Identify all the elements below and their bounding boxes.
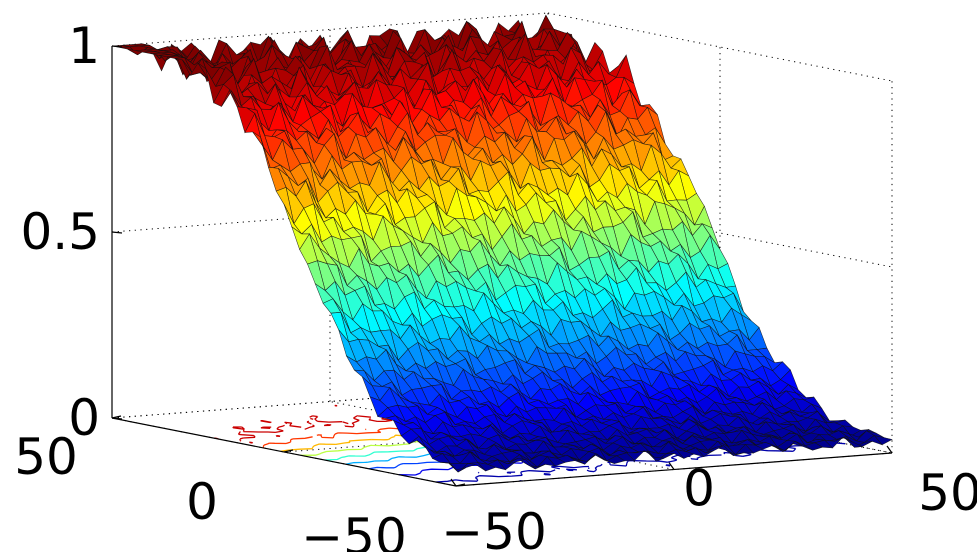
y-tick-mark: [111, 415, 122, 419]
z-tick-mark: [111, 45, 123, 48]
x-tick-label: −50: [441, 503, 547, 552]
z-tick-label: 0: [68, 389, 100, 447]
axes-lines: [111, 45, 893, 487]
y-tick-mark: [455, 483, 466, 487]
y-tick-mark: [283, 449, 294, 453]
surface-patch: [448, 462, 467, 473]
z-tick-label: 1: [68, 17, 100, 75]
y-tick-label: 0: [186, 473, 218, 531]
x-tick-mark: [886, 445, 893, 454]
surface-mesh: [111, 14, 893, 473]
z-tick-label: 0.5: [20, 203, 100, 261]
z-tick-mark: [111, 231, 123, 234]
x-tick-label: 50: [918, 464, 977, 522]
y-tick-label: −50: [301, 508, 407, 552]
x-tick-mark: [450, 478, 457, 487]
y-tick-label: 50: [14, 428, 78, 486]
x-tick-mark: [668, 462, 675, 470]
x-tick-label: 0: [683, 460, 715, 518]
